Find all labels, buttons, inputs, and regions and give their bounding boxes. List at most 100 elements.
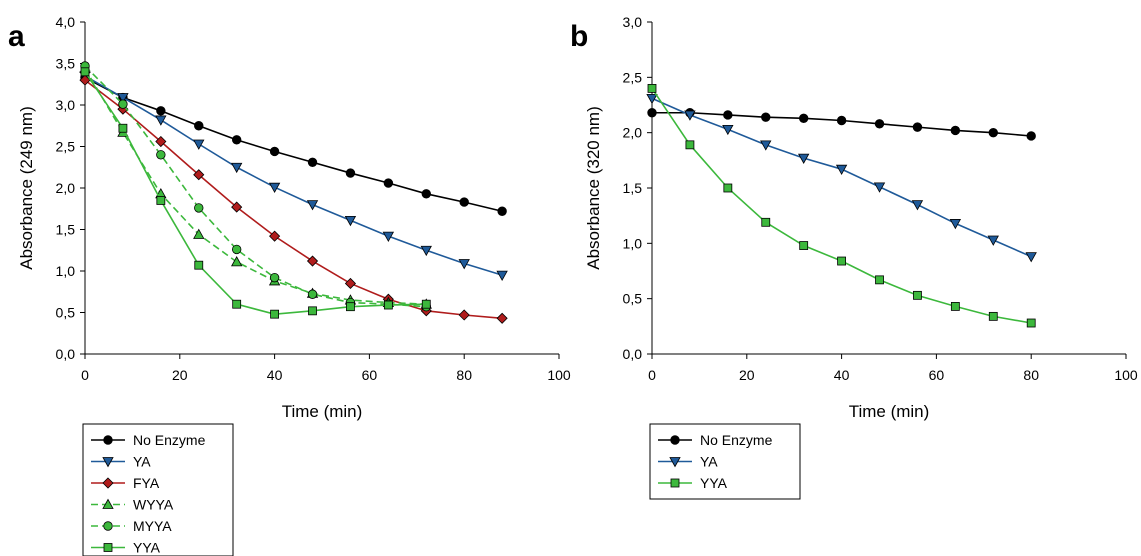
legend-marker xyxy=(102,457,114,468)
series-no-enzyme xyxy=(647,108,1036,141)
legend-label: YYA xyxy=(700,475,728,491)
data-point xyxy=(798,113,809,123)
data-point xyxy=(458,259,470,270)
data-point xyxy=(497,206,507,216)
data-point xyxy=(383,178,394,188)
data-point xyxy=(1025,252,1037,263)
data-point xyxy=(306,200,319,211)
x-tick-label: 60 xyxy=(362,367,378,383)
x-tick-label: 40 xyxy=(267,367,283,383)
data-point xyxy=(307,157,318,167)
series-ya xyxy=(646,93,1037,263)
data-point xyxy=(647,84,657,93)
legend-label: MYYA xyxy=(133,518,172,534)
y-tick-label: 2,0 xyxy=(623,125,643,141)
data-point xyxy=(268,182,281,193)
series-no-enzyme xyxy=(80,72,507,216)
x-tick-label: 0 xyxy=(81,367,89,383)
y-tick-label: 1,0 xyxy=(56,263,76,279)
y-axis-title: Absorbance (249 nm) xyxy=(17,106,36,269)
series-yya xyxy=(80,67,431,319)
x-tick-label: 60 xyxy=(929,367,945,383)
legend-label: No Enzyme xyxy=(133,432,206,448)
data-point xyxy=(913,290,922,300)
data-point xyxy=(345,168,356,178)
data-point xyxy=(117,93,129,104)
x-tick-label: 100 xyxy=(547,367,571,383)
data-point xyxy=(421,189,431,199)
data-point xyxy=(723,110,733,120)
data-point xyxy=(1026,131,1036,141)
legend-marker xyxy=(103,435,113,445)
data-point xyxy=(912,122,923,132)
data-point xyxy=(118,99,128,109)
data-point xyxy=(269,272,280,283)
data-point xyxy=(193,169,205,181)
y-tick-label: 0,0 xyxy=(623,346,643,362)
data-point xyxy=(118,123,128,133)
data-point xyxy=(684,110,696,121)
data-point xyxy=(875,275,884,285)
x-tick-label: 20 xyxy=(172,367,188,383)
data-point xyxy=(80,67,90,77)
data-point xyxy=(194,260,204,270)
y-tick-label: 3,5 xyxy=(56,56,76,72)
x-tick-label: 80 xyxy=(456,367,472,383)
data-point xyxy=(647,108,657,118)
series-line xyxy=(84,79,503,320)
data-point xyxy=(231,256,243,267)
series-fya xyxy=(79,74,508,324)
series-line xyxy=(84,76,503,213)
data-point xyxy=(194,203,204,213)
data-point xyxy=(761,217,771,227)
data-point xyxy=(308,306,317,316)
data-point xyxy=(420,245,432,257)
data-point xyxy=(798,153,810,164)
legend-marker xyxy=(669,457,681,468)
data-point xyxy=(835,164,848,176)
data-point xyxy=(722,124,734,136)
data-point xyxy=(346,302,355,312)
data-point xyxy=(799,241,809,250)
legend: No Enzyme YA YYA xyxy=(649,423,801,500)
legend-label: FYA xyxy=(133,475,160,491)
data-point xyxy=(458,309,470,321)
y-tick-label: 4,0 xyxy=(56,14,76,30)
legend-box xyxy=(82,423,234,556)
x-axis-title: Time (min) xyxy=(849,402,930,421)
data-point xyxy=(155,115,167,126)
data-point xyxy=(685,140,695,150)
data-point xyxy=(836,115,847,126)
data-point xyxy=(231,135,242,145)
data-point xyxy=(193,139,205,150)
series-myya xyxy=(80,61,431,312)
data-point xyxy=(269,230,281,242)
legend-marker xyxy=(103,543,113,552)
y-tick-label: 0,0 xyxy=(56,346,76,362)
panel-letter: a xyxy=(8,20,25,53)
legend-marker xyxy=(103,521,113,531)
data-point xyxy=(156,106,166,116)
legend-label: YA xyxy=(700,454,718,470)
y-tick-label: 1,5 xyxy=(56,222,76,238)
series-line xyxy=(84,71,427,315)
data-point xyxy=(874,119,885,129)
data-point xyxy=(496,270,508,281)
data-point xyxy=(760,140,772,151)
data-point xyxy=(231,201,243,213)
data-point xyxy=(1026,318,1036,328)
x-tick-label: 40 xyxy=(834,367,850,383)
data-point xyxy=(231,162,243,174)
y-tick-label: 3,0 xyxy=(56,97,76,113)
legend-marker xyxy=(102,498,114,509)
data-point xyxy=(646,93,658,105)
legend-marker xyxy=(670,478,680,488)
legend: No Enzyme YA FYA WYYA MYYA YYA xyxy=(82,423,234,556)
y-tick-label: 0,5 xyxy=(56,305,76,321)
x-axis-title: Time (min) xyxy=(282,402,363,421)
data-point xyxy=(459,197,469,207)
y-axis-title: Absorbance (320 nm) xyxy=(584,106,603,269)
data-point xyxy=(383,300,393,310)
y-tick-label: 2,0 xyxy=(56,180,76,196)
data-point xyxy=(837,256,846,266)
